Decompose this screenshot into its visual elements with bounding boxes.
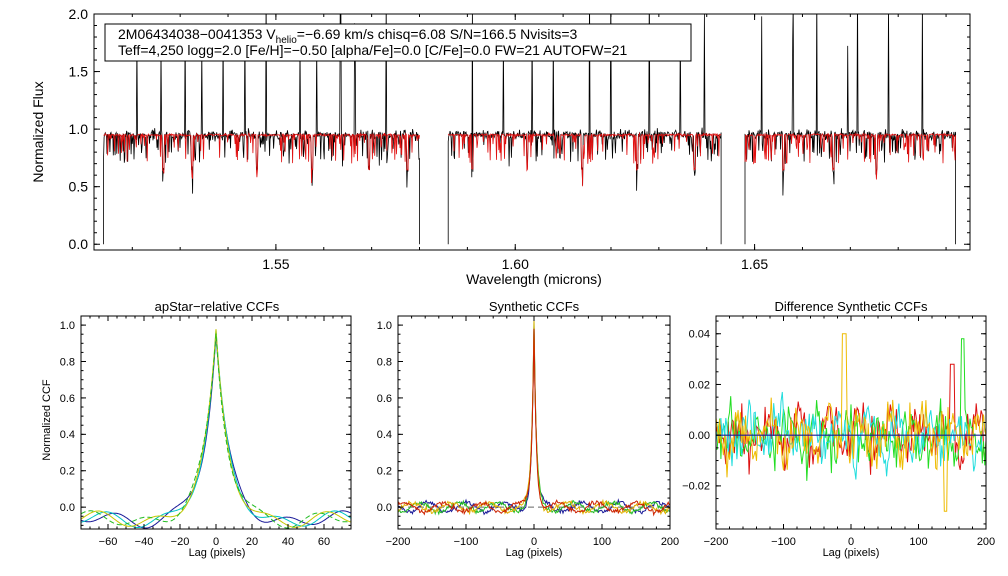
y-tick-label: 0.02 [689, 379, 710, 391]
spectrum-ticks: 1.55 1.60 1.65 0.0 0.5 1.0 1.5 2.0 [69, 6, 970, 272]
x-tick-label: 200 [977, 536, 995, 548]
annotation-frame [104, 23, 692, 62]
y-tick-label: 0.5 [69, 179, 89, 195]
difference-ccf-title: Difference Synthetic CCFs [775, 299, 928, 314]
x-tick-label: −20 [171, 536, 190, 548]
y-tick-label: 0.6 [60, 393, 75, 405]
spectrum-x-axis-label: Wavelength (microns) [466, 271, 602, 287]
apstar-ccf-series [81, 329, 351, 529]
y-tick-label: 0.4 [377, 429, 392, 441]
synthetic-ccf-ticks: −200 −100 0 100 200 0.0 0.2 0.4 0.6 0.8 1.0 [377, 315, 679, 548]
ccf-series-visit-1 [81, 334, 351, 529]
apstar-ccf-x-axis-label: Lag (pixels) [189, 547, 246, 559]
y-tick-label: 0.6 [377, 393, 392, 405]
apstar-ccf-panel: apStar−relative CCFs −60 −40 −20 0 20 40 60 0.0… [41, 299, 352, 559]
x-tick-label: 0 [531, 536, 537, 548]
y-tick-label: 0.00 [689, 430, 710, 442]
apstar-ccf-axes-frame [80, 315, 352, 530]
y-tick-label: 0.0 [60, 502, 75, 514]
x-tick-label: −100 [454, 536, 479, 548]
y-tick-label: 0.2 [377, 466, 392, 478]
difference-ccf-ticks: −200 −100 0 100 200 −0.02 0.00 0.02 0.04 [682, 316, 995, 548]
x-tick-label: 60 [318, 536, 330, 548]
x-tick-label: 1.60 [502, 256, 529, 272]
ccf-series-visit-2 [81, 329, 351, 528]
y-tick-label: −0.02 [682, 481, 710, 493]
y-tick-label: 0.2 [60, 466, 75, 478]
y-tick-label: 1.0 [60, 320, 75, 332]
x-tick-label: −60 [99, 536, 118, 548]
y-tick-label: 0.8 [377, 356, 392, 368]
y-tick-label: 2.0 [69, 6, 89, 22]
difference-ccf-series [716, 333, 986, 512]
difference-series-cyan [716, 391, 986, 480]
y-tick-label: 1.5 [69, 63, 89, 79]
synthetic-ccf-x-axis-label: Lag (pixels) [506, 547, 563, 559]
synthetic-ccf-series [398, 319, 670, 517]
x-tick-label: −200 [386, 536, 411, 548]
spectrum-annotation-box: 2M06434038−0041353 Vhelio=−6.69 km/s chi… [104, 23, 692, 62]
difference-ccf-x-axis-label: Lag (pixels) [823, 547, 880, 559]
annotation-line-2: Teff=4,250 logg=2.0 [Fe/H]=−0.50 [alpha/… [118, 42, 627, 58]
ccf-series-visit-3 [81, 329, 351, 528]
x-tick-label: −100 [771, 536, 796, 548]
synthetic-ccf-panel: Synthetic CCFs −200 −100 0 100 200 0.0 0.2 0.4 0… [377, 299, 679, 559]
y-tick-label: 0.4 [60, 429, 75, 441]
x-tick-label: 1.65 [741, 256, 768, 272]
ccf-series-combined [398, 328, 670, 517]
spectrum-panel: 1.55 1.60 1.65 0.0 0.5 1.0 1.5 2.0 2M06434038−0… [30, 6, 971, 287]
x-tick-label: 40 [282, 536, 294, 548]
y-tick-label: 1.0 [377, 320, 392, 332]
ccf-series-combined [81, 333, 351, 529]
x-tick-label: 200 [661, 536, 679, 548]
x-tick-label: 20 [246, 536, 258, 548]
spectrum-y-axis-label: Normalized Flux [30, 81, 46, 182]
spectrum-axes-frame [93, 13, 971, 251]
x-tick-label: 1.55 [262, 256, 289, 272]
x-tick-label: 0 [213, 536, 219, 548]
apstar-ccf-ticks: −60 −40 −20 0 20 40 60 0.0 0.2 0.4 0.6 0.8 1.0 [60, 315, 352, 548]
x-tick-label: 0 [848, 536, 854, 548]
synthetic-ccf-title: Synthetic CCFs [489, 299, 580, 314]
apstar-ccf-title: apStar−relative CCFs [155, 299, 280, 314]
spectrum-series-synthetic-fit [103, 131, 956, 187]
y-tick-label: 1.0 [69, 121, 89, 137]
y-tick-label: 0.8 [60, 356, 75, 368]
y-tick-label: 0.0 [69, 236, 89, 252]
apstar-ccf-y-axis-label: Normalized CCF [41, 379, 53, 461]
x-tick-label: −40 [135, 536, 154, 548]
x-tick-label: 100 [909, 536, 927, 548]
y-tick-label: 0.04 [689, 329, 710, 341]
spectrum-series [103, 14, 956, 245]
difference-ccf-panel: Difference Synthetic CCFs −200 −100 0 100 20… [682, 299, 995, 559]
x-tick-label: 100 [593, 536, 611, 548]
annotation-line-1: 2M06434038−0041353 Vhelio=−6.69 km/s chi… [118, 26, 578, 46]
x-tick-label: −200 [704, 536, 729, 548]
y-tick-label: 0.0 [377, 502, 392, 514]
